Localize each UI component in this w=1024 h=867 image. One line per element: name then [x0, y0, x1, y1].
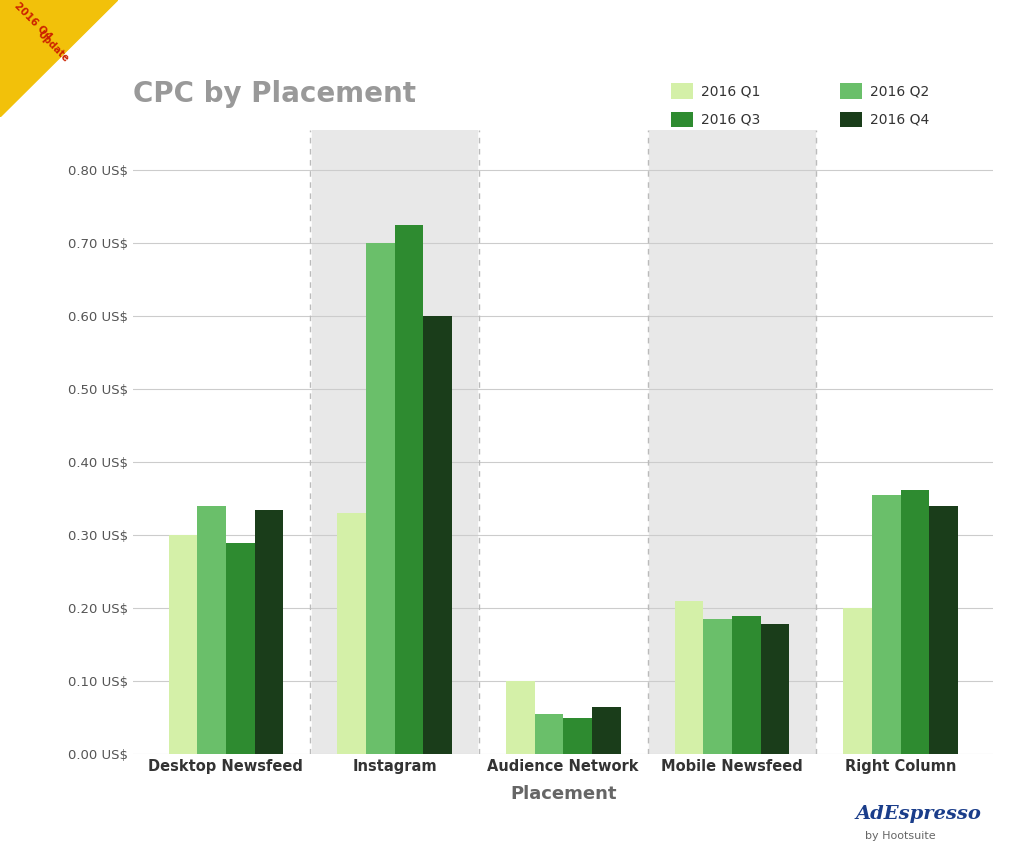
Bar [871, 495, 900, 754]
Bar [929, 506, 957, 754]
Bar [900, 490, 929, 754]
Bar [563, 718, 592, 754]
X-axis label: Placement: Placement [510, 786, 616, 803]
Text: 2016 Q4: 2016 Q4 [870, 113, 930, 127]
Bar [843, 609, 871, 754]
Bar [649, 130, 814, 754]
Text: 2016 Q1: 2016 Q1 [701, 84, 761, 98]
Bar [592, 707, 621, 754]
Text: 2016 Q3: 2016 Q3 [701, 113, 761, 127]
Bar [703, 619, 732, 754]
Bar [761, 624, 790, 754]
Bar [337, 513, 366, 754]
Bar [226, 543, 255, 754]
Bar [732, 616, 761, 754]
Text: 2016 Q4: 2016 Q4 [12, 0, 53, 42]
Bar [423, 316, 452, 754]
Polygon shape [0, 0, 118, 117]
Text: 2016 Q2: 2016 Q2 [870, 84, 930, 98]
Bar [535, 714, 563, 754]
Text: Update: Update [36, 29, 71, 64]
Bar [169, 535, 198, 754]
Bar [675, 601, 703, 754]
Bar [506, 681, 535, 754]
Text: CPC by Placement: CPC by Placement [133, 81, 416, 108]
Text: AdEspresso: AdEspresso [855, 805, 981, 824]
Bar [312, 130, 477, 754]
Bar [198, 506, 226, 754]
Bar [366, 244, 394, 754]
Bar [394, 225, 423, 754]
Text: by Hootsuite: by Hootsuite [865, 831, 936, 841]
Bar [255, 510, 284, 754]
